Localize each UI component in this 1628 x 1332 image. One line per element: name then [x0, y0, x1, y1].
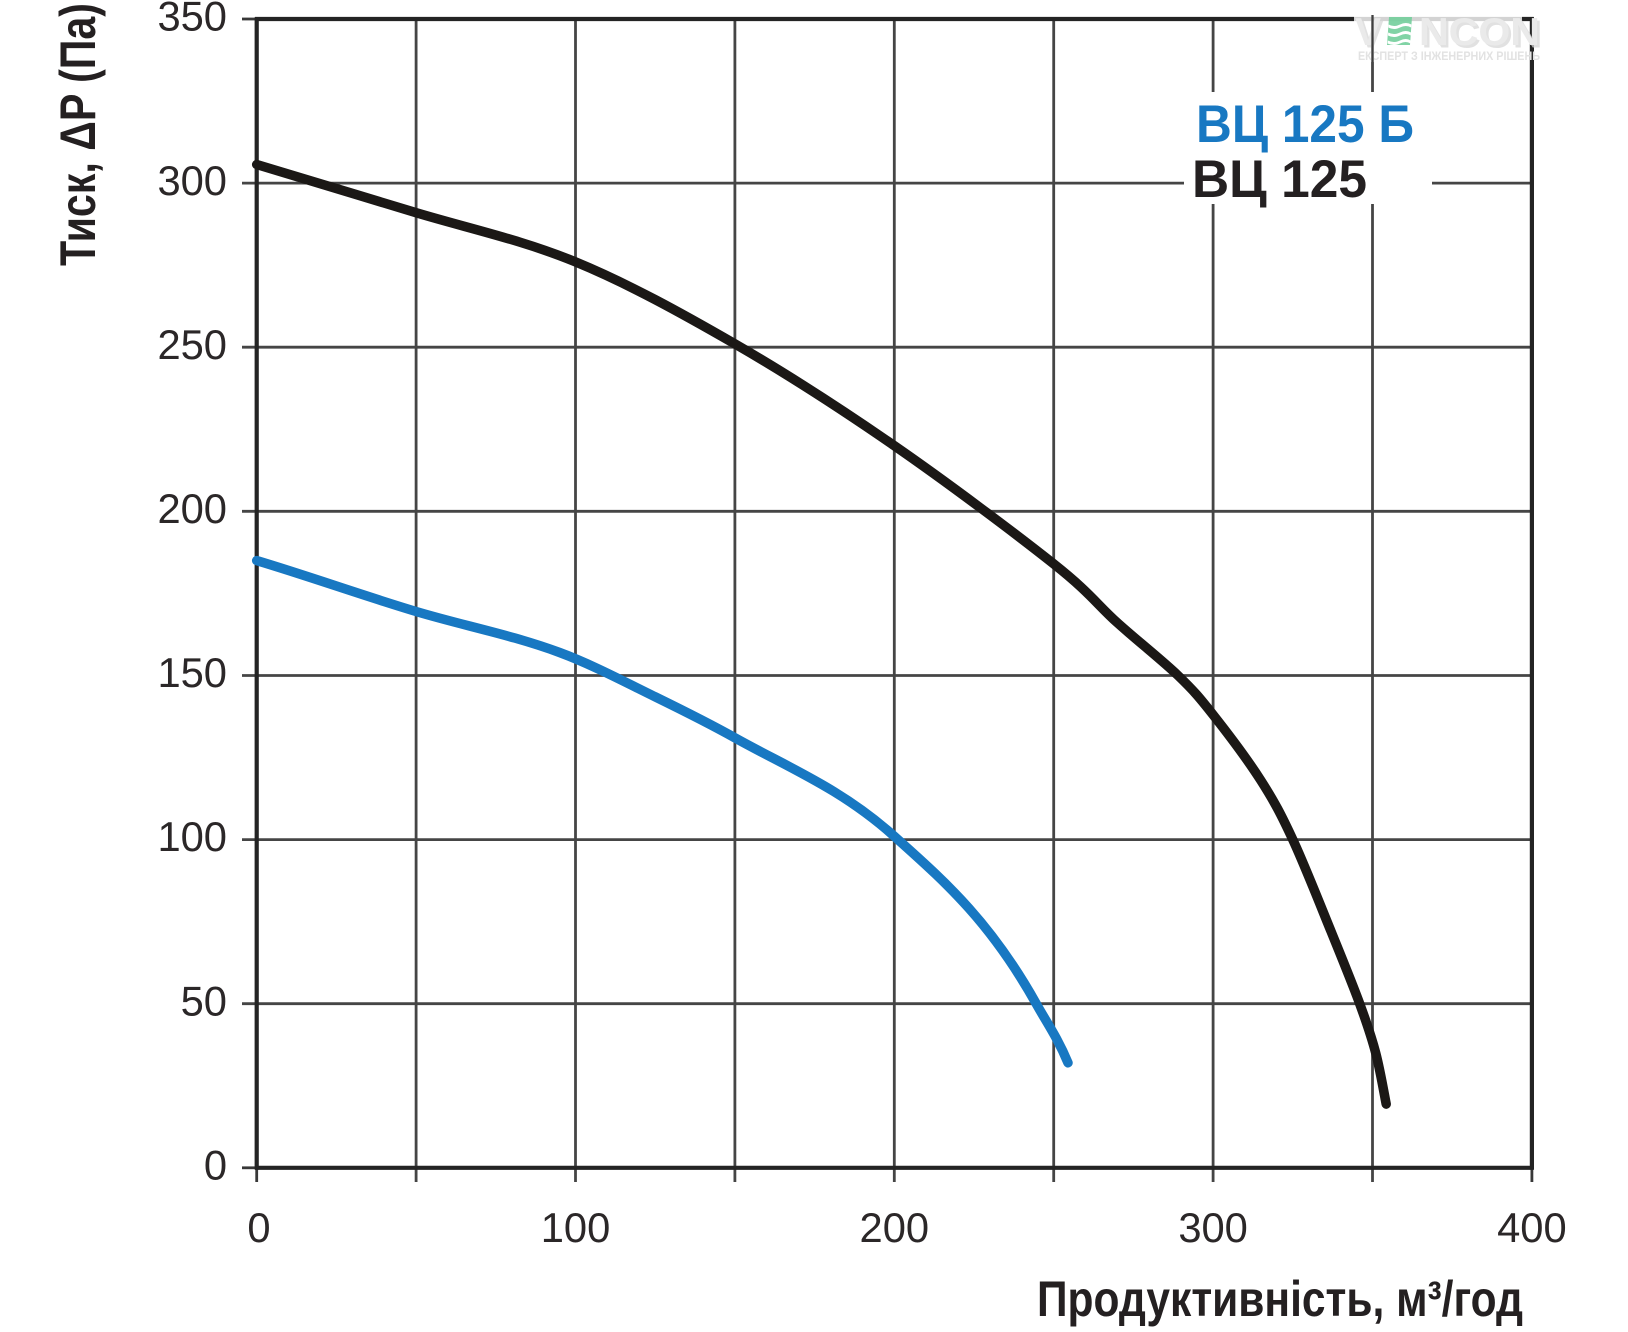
svg-text:150: 150: [157, 649, 227, 696]
svg-text:100: 100: [157, 813, 227, 860]
svg-text:Продуктивність, м³/год: Продуктивність, м³/год: [1037, 1271, 1523, 1327]
svg-text:V: V: [1358, 14, 1384, 57]
svg-text:300: 300: [1178, 1204, 1248, 1251]
svg-text:350: 350: [157, 0, 227, 40]
svg-text:400: 400: [1497, 1204, 1567, 1251]
svg-text:50: 50: [181, 977, 227, 1024]
svg-text:ВЦ 125: ВЦ 125: [1192, 150, 1367, 209]
svg-text:200: 200: [157, 485, 227, 532]
svg-text:200: 200: [860, 1204, 930, 1251]
svg-text:300: 300: [157, 157, 227, 204]
svg-text:ЕКСПЕРТ З ІНЖЕНЕРНИХ РІШЕНЬ: ЕКСПЕРТ З ІНЖЕНЕРНИХ РІШЕНЬ: [1358, 51, 1540, 63]
svg-text:250: 250: [157, 321, 227, 368]
svg-text:100: 100: [541, 1204, 611, 1251]
svg-text:0: 0: [247, 1204, 270, 1251]
svg-text:Тиск, ΔP (Па): Тиск, ΔP (Па): [50, 3, 106, 266]
svg-text:ВЦ 125 Б: ВЦ 125 Б: [1196, 95, 1414, 154]
svg-text:V: V: [1355, 11, 1381, 54]
svg-text:0: 0: [204, 1142, 227, 1189]
svg-text:NCON: NCON: [1419, 11, 1540, 54]
svg-text:NCON: NCON: [1422, 14, 1543, 57]
